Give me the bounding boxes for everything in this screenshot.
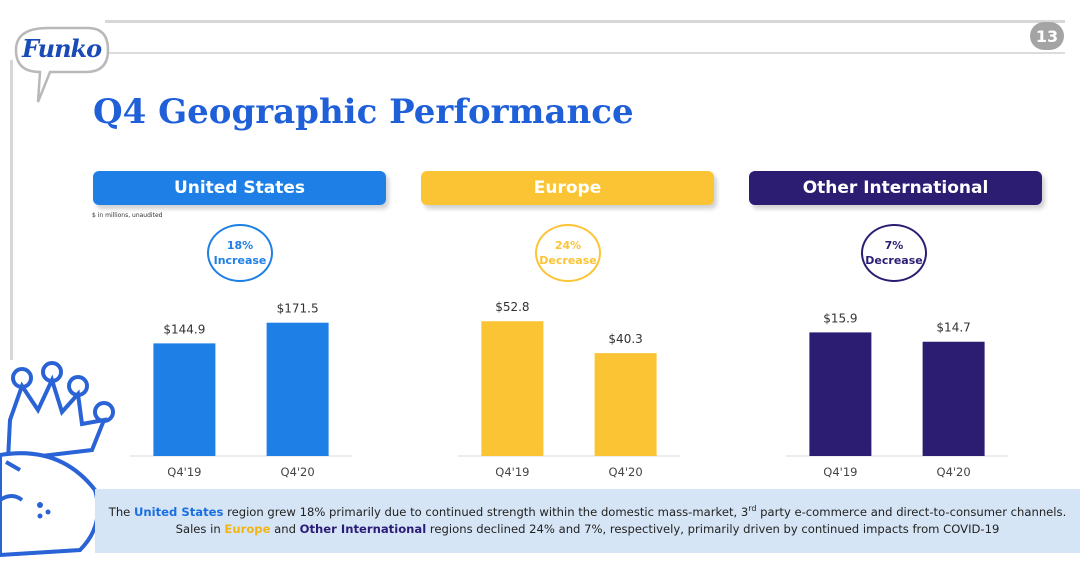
change-pct: 7% [884, 239, 904, 252]
frame-border-left [10, 60, 13, 360]
bar [809, 332, 872, 456]
bar-value-label: $14.7 [936, 321, 970, 335]
region-header-united-states: United States [93, 171, 386, 205]
change-badge-united-states: 18% Increase [207, 224, 273, 282]
bar [481, 321, 544, 456]
footer-text-line-1: The United States region grew 18% primar… [95, 504, 1080, 519]
bar-value-label: $40.3 [608, 332, 642, 346]
change-pct: 24% [554, 239, 582, 252]
bar [153, 343, 216, 456]
funko-logo: Funko [22, 34, 102, 63]
bar [266, 322, 329, 456]
x-tick-label: Q4'19 [495, 465, 529, 479]
highlight-other-international: Other International [299, 522, 427, 536]
footer-text: Sales in [175, 522, 225, 536]
bar-value-label: $171.5 [277, 302, 319, 316]
change-word: Decrease [539, 254, 597, 267]
footer-text: The [108, 504, 134, 519]
units-note: $ in millions, unaudited [92, 212, 163, 219]
x-tick-label: Q4'19 [823, 465, 857, 479]
bar-value-label: $15.9 [823, 311, 857, 325]
highlight-europe: Europe [224, 522, 271, 536]
region-header-europe: Europe [421, 171, 714, 205]
page-number-badge: 13 [1030, 22, 1064, 50]
footer-text: and [270, 522, 300, 536]
footer-text: party e-commerce and direct-to-consumer … [756, 504, 1067, 519]
bar-value-label: $144.9 [163, 322, 205, 336]
footer-text: regions declined 24% and 7%, respectivel… [426, 522, 1000, 536]
change-word: Decrease [865, 254, 923, 267]
change-badge-other-international: 7% Decrease [861, 224, 927, 282]
footer-summary-box [95, 489, 1080, 553]
x-tick-label: Q4'20 [281, 465, 315, 479]
bar-charts: $144.9 Q4'19 $171.5 Q4'20 $52.8 Q4'19 $40.3 Q4'… [130, 300, 1008, 479]
x-tick-label: Q4'20 [609, 465, 643, 479]
bar [594, 353, 657, 456]
change-pct: 18% [226, 239, 254, 252]
change-word: Increase [213, 254, 267, 267]
region-header-other-international: Other International [749, 171, 1042, 205]
frame-border-top [105, 20, 1065, 23]
logo-speech-bubble [14, 26, 110, 103]
page-title: Q4 Geographic Performance [93, 92, 634, 132]
bar-value-label: $52.8 [495, 300, 529, 314]
highlight-united-states: United States [133, 504, 224, 519]
x-tick-label: Q4'20 [937, 465, 971, 479]
footer-text-line-2: Sales in Europe and Other International … [95, 522, 1080, 536]
footer-text: region grew 18% primarily due to continu… [223, 504, 749, 519]
x-tick-label: Q4'19 [167, 465, 201, 479]
footer-superscript: rd [748, 504, 757, 513]
bar [922, 341, 985, 456]
frame-border-inner [105, 52, 1065, 54]
change-badge-europe: 24% Decrease [535, 224, 601, 282]
